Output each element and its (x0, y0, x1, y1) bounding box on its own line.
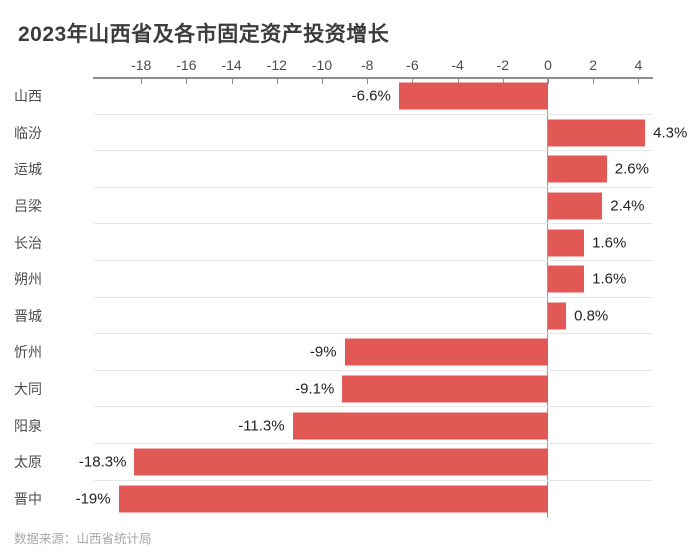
x-tick-mark (412, 79, 414, 84)
x-tick-label: 0 (544, 57, 552, 73)
value-label: -18.3% (78, 453, 127, 471)
bar (548, 265, 585, 293)
row-separator (94, 296, 652, 298)
bar (342, 375, 548, 403)
bar (548, 192, 603, 220)
zero-baseline (547, 78, 548, 518)
x-tick-mark (186, 79, 188, 84)
category-label: 临汾 (14, 124, 42, 141)
x-tick-mark (231, 79, 233, 84)
bar-row: 运城 2.6% (0, 151, 700, 188)
bar-row: 吕梁 2.4% (0, 188, 700, 225)
x-tick-label: -6 (406, 57, 419, 73)
row-separator (94, 223, 652, 225)
x-tick-label: -2 (496, 57, 510, 73)
x-tick-label: -4 (451, 57, 464, 73)
category-label: 吕梁 (14, 198, 42, 215)
x-tick-label: -10 (311, 57, 333, 73)
bar-row: 临汾 4.3% (0, 115, 700, 152)
x-tick-mark (276, 79, 278, 84)
row-separator (94, 479, 652, 481)
category-label: 山西 (14, 88, 42, 105)
category-label: 太原 (14, 454, 42, 471)
x-tick-label: -16 (176, 57, 197, 73)
x-tick-label: 2 (589, 57, 598, 73)
row-separator (94, 406, 652, 408)
value-label: 4.3% (653, 124, 688, 142)
bar (134, 448, 548, 476)
value-label: 2.6% (614, 160, 649, 178)
row-separator (94, 369, 652, 371)
value-label: 2.4% (610, 197, 645, 215)
bar-row: 太原 -18.3% (0, 444, 700, 481)
bar (344, 338, 548, 366)
x-tick-label: -12 (266, 57, 287, 73)
x-tick-mark (367, 79, 369, 84)
x-tick-label: -8 (360, 57, 374, 73)
category-label: 朔州 (14, 271, 42, 288)
x-tick-mark (548, 79, 549, 84)
x-tick-mark (502, 79, 504, 84)
page-title: 2023年山西省及各市固定资产投资增长 (18, 23, 390, 46)
category-label: 阳泉 (14, 417, 42, 434)
bar (548, 155, 607, 183)
category-label: 大同 (14, 381, 42, 398)
bar-row: 大同 -9.1% (0, 371, 700, 408)
value-label: -9% (309, 343, 337, 361)
value-label: -19% (75, 490, 111, 508)
x-tick-mark (141, 79, 143, 84)
bar-row: 阳泉 -11.3% (0, 407, 700, 444)
category-label: 忻州 (14, 344, 42, 361)
row-separator (94, 113, 652, 115)
x-tick-mark (457, 79, 459, 84)
value-label: -9.1% (295, 380, 335, 398)
x-tick-label: -14 (221, 57, 242, 73)
category-label: 晋城 (14, 307, 42, 324)
value-label: 0.8% (574, 307, 609, 325)
bar (548, 302, 567, 330)
bar (398, 82, 548, 110)
x-tick-mark (638, 79, 640, 84)
x-tick-mark (593, 79, 595, 84)
x-tick-mark (322, 79, 323, 84)
row-separator (94, 186, 652, 188)
bar-row: 朔州 1.6% (0, 261, 700, 298)
value-label: -6.6% (351, 87, 391, 105)
value-label: 1.6% (592, 270, 627, 288)
row-separator (94, 442, 652, 444)
bar-row: 晋城 0.8% (0, 298, 700, 335)
value-label: -11.3% (238, 417, 285, 435)
category-label: 晋中 (14, 490, 42, 507)
bar-row: 晋中 -19% (0, 481, 700, 518)
bar (548, 229, 585, 257)
x-tick-label: -18 (131, 57, 152, 73)
value-label: 1.6% (592, 234, 627, 252)
bar (118, 485, 548, 513)
source-note: 数据来源：山西省统计局 (14, 532, 152, 546)
x-axis-line (93, 77, 653, 79)
bar (548, 119, 646, 147)
row-separator (94, 150, 652, 152)
bar-row: 长治 1.6% (0, 224, 700, 261)
bar (292, 412, 548, 440)
category-label: 长治 (14, 234, 42, 251)
bar-row: 山西 -6.6% (0, 78, 700, 115)
row-separator (94, 333, 652, 335)
category-label: 运城 (14, 161, 42, 178)
bar-row: 忻州 -9% (0, 334, 700, 371)
row-separator (94, 259, 652, 261)
x-tick-label: 4 (634, 57, 643, 73)
